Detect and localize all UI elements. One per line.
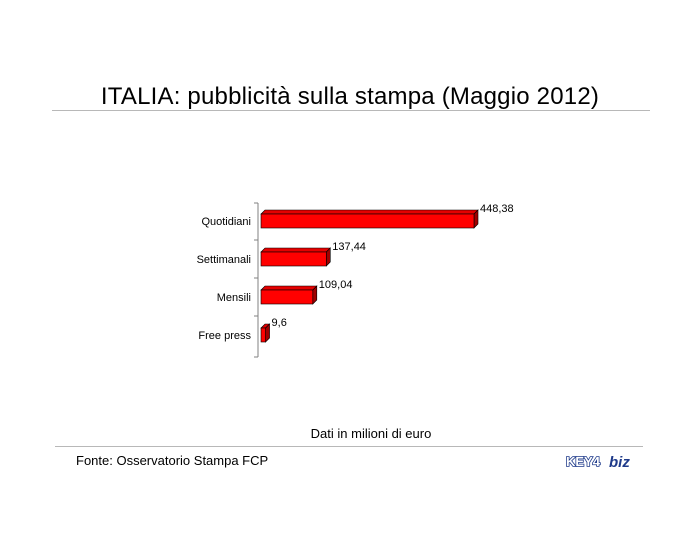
bar [260, 213, 475, 229]
bar-top-face [260, 285, 318, 291]
data-label: 9,6 [272, 317, 287, 329]
logo-key-text: KEY4 [566, 454, 601, 469]
footer-divider [55, 446, 643, 447]
category-label: Quotidiani [201, 216, 251, 228]
category-label: Mensili [217, 292, 251, 304]
units-note: Dati in milioni di euro [310, 426, 432, 441]
title-divider [52, 110, 650, 111]
category-label: Free press [198, 330, 251, 342]
data-label: 109,04 [319, 279, 353, 291]
source-text: Fonte: Osservatorio Stampa FCP [76, 453, 269, 468]
category-label: Settimanali [197, 254, 251, 266]
data-label: 137,44 [332, 241, 366, 253]
bar [260, 251, 327, 267]
key4biz-logo: KEY4 biz [566, 453, 630, 471]
bar [260, 289, 314, 305]
bar-top-face [260, 247, 332, 253]
bar [260, 327, 266, 343]
logo-biz-text: biz [609, 454, 630, 471]
bar-top-face [260, 209, 479, 215]
page-title: ITALIA: pubblicità sulla stampa (Maggio … [100, 83, 600, 110]
data-label: 448,38 [480, 203, 514, 215]
